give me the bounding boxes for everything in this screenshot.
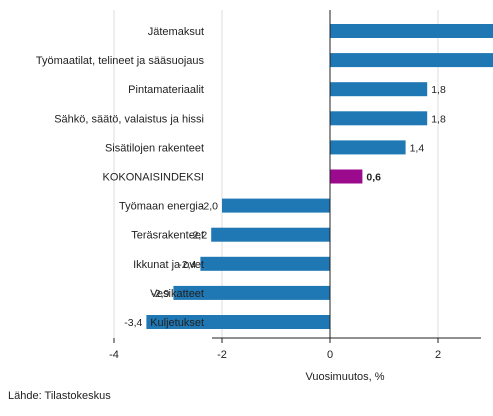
source-note: Lähde: Tilastokeskus (8, 390, 111, 402)
bar (200, 256, 330, 271)
category-label: Ikkunat ja ovet (133, 259, 204, 271)
category-label: Pintamateriaalit (128, 84, 204, 96)
data-label: -2,2 (189, 230, 207, 242)
bar (330, 82, 428, 97)
data-label: -2,0 (200, 201, 218, 213)
bar (330, 111, 428, 126)
bar (222, 198, 330, 213)
category-label: Jätemaksut (148, 26, 204, 38)
data-label: 1,8 (431, 113, 446, 125)
category-label: Työmaan energia (119, 201, 205, 213)
bar (330, 169, 363, 184)
x-tick-label: -4 (109, 349, 119, 361)
category-label: Teräsrakenteet (131, 230, 204, 242)
axes: -4-2024 (109, 10, 481, 361)
bar (330, 53, 493, 68)
data-label: -3,4 (124, 317, 142, 329)
bar (211, 227, 330, 242)
bars (146, 24, 493, 329)
bar (146, 315, 330, 329)
data-label: 1,8 (431, 84, 446, 96)
data-label: -2,4 (178, 259, 196, 271)
category-label: Sähkö, säätö, valaistus ja hissi (54, 113, 204, 125)
bar (173, 285, 330, 300)
data-label: 0,6 (366, 172, 381, 184)
category-label: Kuljetukset (150, 317, 204, 329)
labels: Jätemaksut4,6Työmaatilat, telineet ja sä… (36, 26, 446, 329)
x-tick-label: 0 (327, 349, 333, 361)
x-tick-label: 2 (435, 349, 441, 361)
x-axis-title: Vuosimuutos, % (305, 371, 384, 383)
data-label: -2,9 (151, 288, 169, 300)
category-label: KOKONAISINDEKSI (103, 172, 204, 184)
category-label: Työmaatilat, telineet ja sääsuojaus (36, 55, 205, 67)
category-label: Vesikatteet (150, 288, 204, 300)
bar (330, 24, 493, 38)
data-label: 1,4 (410, 142, 425, 154)
x-tick-label: -2 (217, 349, 227, 361)
category-label: Sisätilojen rakenteet (105, 142, 204, 154)
bar (330, 140, 406, 155)
